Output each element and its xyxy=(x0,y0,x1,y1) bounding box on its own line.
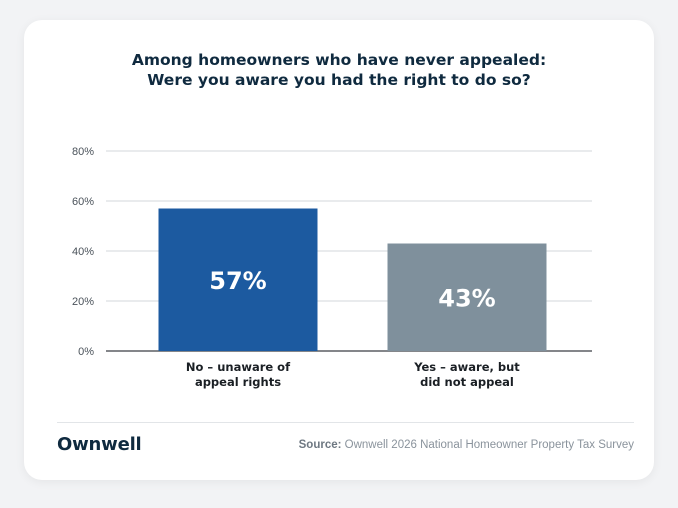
data-label: 57% xyxy=(209,267,266,295)
y-tick-label: 40% xyxy=(72,246,94,258)
category-label: did not appeal xyxy=(420,375,514,389)
category-label: Yes – aware, but xyxy=(413,360,520,374)
y-tick-label: 20% xyxy=(72,296,94,308)
chart-card: Among homeowners who have never appealed… xyxy=(24,20,654,480)
y-tick-label: 60% xyxy=(72,196,94,208)
chart-title-line-2: Were you aware you had the right to do s… xyxy=(147,71,531,89)
ownwell-logo: Ownwell xyxy=(57,434,142,455)
category-label: No – unaware of xyxy=(186,360,291,374)
data-label: 43% xyxy=(438,284,495,312)
y-tick-label: 0% xyxy=(78,346,94,358)
footer-divider xyxy=(57,422,634,423)
chart-title-line-1: Among homeowners who have never appealed… xyxy=(131,51,547,69)
source-text: Ownwell 2026 National Homeowner Property… xyxy=(344,439,634,451)
bar xyxy=(158,208,318,351)
chart-title: Among homeowners who have never appealed… xyxy=(24,50,654,90)
category-label: appeal rights xyxy=(195,375,281,389)
source-note: Source: Ownwell 2026 National Homeowner … xyxy=(299,439,634,451)
source-label: Source: xyxy=(298,439,342,451)
bar xyxy=(387,243,547,351)
y-tick-label: 80% xyxy=(72,146,94,158)
